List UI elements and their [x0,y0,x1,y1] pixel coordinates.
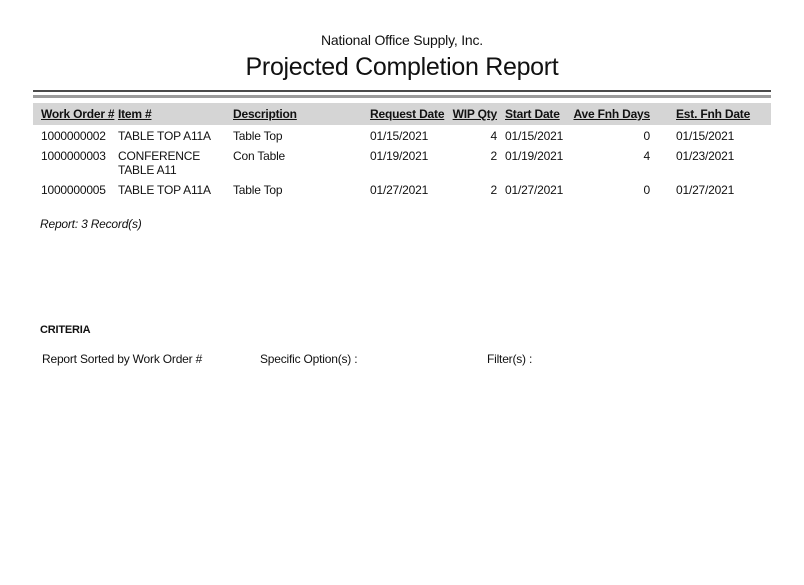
cell-request-date: 01/19/2021 [370,149,429,163]
criteria-specific-options-label: Specific Option(s) : [260,352,358,366]
cell-est-fnh-date: 01/15/2021 [676,129,735,143]
criteria-sorted-by: Report Sorted by Work Order # [42,352,203,366]
cell-item: TABLE TOP A11A [118,183,211,197]
cell-item: CONFERENCE TABLE A11 [118,149,201,177]
column-header-item: Item # [118,107,152,121]
cell-start-date: 01/15/2021 [505,129,564,143]
table-row: 1000000002 TABLE TOP A11A Table Top 01/1… [33,125,771,145]
top-rule-dark [33,90,771,92]
column-header-start-date: Start Date [505,107,560,121]
company-name: National Office Supply, Inc. [321,32,483,48]
cell-start-date: 01/19/2021 [505,149,564,163]
cell-wip-qty: 4 [490,129,498,143]
cell-ave-fnh-days: 4 [643,149,651,163]
report-body: Work Order # Item # Description Request … [33,90,771,199]
cell-wip-qty: 2 [490,183,498,197]
cell-wip-qty: 2 [490,149,498,163]
cell-request-date: 01/15/2021 [370,129,429,143]
cell-ave-fnh-days: 0 [643,183,651,197]
column-header-wip-qty: WIP Qty [452,107,498,121]
cell-work-order: 1000000002 [41,129,106,143]
page-title: Projected Completion Report [245,53,559,81]
cell-item: TABLE TOP A11A [118,129,211,143]
cell-work-order: 1000000003 [41,149,106,163]
cell-ave-fnh-days: 0 [643,129,651,143]
column-header-ave-fnh-days: Ave Fnh Days [573,107,650,121]
criteria-filters-label: Filter(s) : [487,352,533,366]
top-rule-gray [33,95,771,98]
column-header-work-order: Work Order # [41,107,115,121]
column-header-description: Description [233,107,297,121]
cell-description: Table Top [233,129,283,143]
cell-est-fnh-date: 01/27/2021 [676,183,735,197]
criteria-heading: CRITERIA [40,324,91,336]
cell-description: Con Table [233,149,286,163]
cell-description: Table Top [233,183,283,197]
table-row: 1000000005 TABLE TOP A11A Table Top 01/2… [33,179,771,199]
table-header-row: Work Order # Item # Description Request … [33,103,771,125]
record-count-summary: Report: 3 Record(s) [40,217,142,231]
column-header-request-date: Request Date [370,107,445,121]
cell-est-fnh-date: 01/23/2021 [676,149,735,163]
cell-request-date: 01/27/2021 [370,183,429,197]
cell-work-order: 1000000005 [41,183,106,197]
column-header-est-fnh-date: Est. Fnh Date [676,107,751,121]
table-row: 1000000003 CONFERENCE TABLE A11 Con Tabl… [33,145,771,179]
cell-start-date: 01/27/2021 [505,183,564,197]
